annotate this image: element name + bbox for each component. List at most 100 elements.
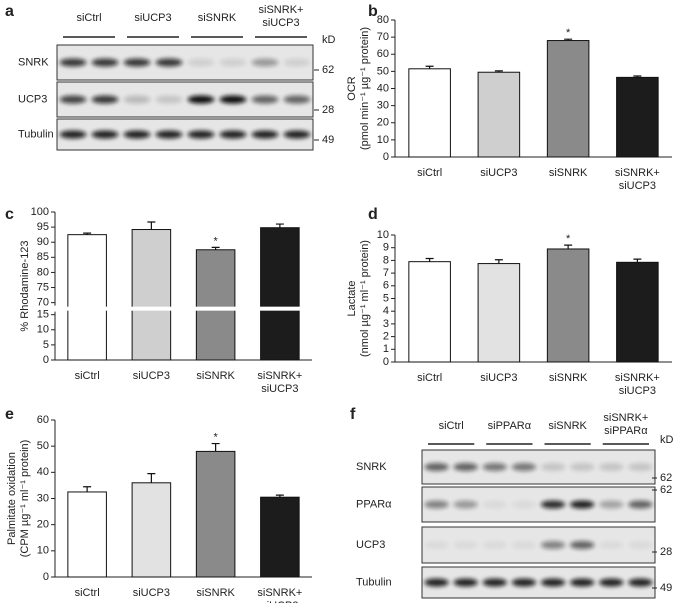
size-unit: kD xyxy=(322,34,336,46)
y-tick-label: 30 xyxy=(37,492,49,504)
panel-letter: b xyxy=(368,3,378,20)
bar xyxy=(67,234,107,361)
lane-group-label: siSNRK+ siPPARα xyxy=(603,412,649,437)
blot-band xyxy=(155,130,183,139)
size-marker: 28 xyxy=(660,546,672,558)
y-tick-label: 6 xyxy=(383,280,389,292)
y-axis-label: (CPM µg⁻¹ ml⁻¹ protein) xyxy=(19,440,31,558)
y-tick-label: 60 xyxy=(377,48,389,60)
y-axis-label: OCR xyxy=(346,76,358,101)
blot-band xyxy=(59,130,87,139)
x-tick-label: siUCP3 xyxy=(480,372,518,384)
x-tick-label: siSNRK xyxy=(548,372,588,384)
blot-band xyxy=(123,95,151,104)
error-bar xyxy=(633,75,642,78)
blot-band xyxy=(628,578,653,587)
y-tick-label: 0 xyxy=(43,571,49,583)
y-tick-label: 0 xyxy=(383,356,389,368)
bar xyxy=(408,68,451,158)
y-tick-label: 40 xyxy=(37,466,49,478)
blot-band xyxy=(453,578,478,587)
y-tick-label: 20 xyxy=(377,117,389,129)
panel-letter: d xyxy=(368,206,378,223)
blot-band xyxy=(599,463,624,471)
error-bar xyxy=(147,473,156,483)
error-bar xyxy=(425,65,434,69)
y-tick-label: 0 xyxy=(43,354,49,366)
blot-band xyxy=(511,541,537,549)
x-tick-label: siUCP3 xyxy=(480,167,518,179)
error-bar xyxy=(147,221,156,230)
blot-band xyxy=(540,500,566,509)
blot-band xyxy=(569,500,595,509)
size-marker: 49 xyxy=(322,134,334,146)
error-bar xyxy=(564,38,573,41)
significance-mark: * xyxy=(566,27,571,39)
blot-band xyxy=(155,95,183,104)
error-bar xyxy=(494,70,503,73)
y-tick-label: 10 xyxy=(377,229,389,241)
blot-row-label: SNRK xyxy=(356,461,387,473)
significance-mark: * xyxy=(566,233,571,245)
y-tick-label: 60 xyxy=(37,414,49,426)
x-tick-label: siUCP3 xyxy=(132,587,171,599)
size-marker: 49 xyxy=(660,582,672,594)
blot-row-label: UCP3 xyxy=(356,539,385,551)
blot-band xyxy=(540,578,566,587)
blot-band xyxy=(251,95,279,104)
blot-band xyxy=(251,130,279,139)
blot-band xyxy=(599,500,624,509)
y-tick-label: 5 xyxy=(43,339,49,351)
blot-band xyxy=(187,95,215,104)
x-tick-label: siSNRK xyxy=(548,167,588,179)
blot-row-label: UCP3 xyxy=(18,93,47,105)
y-tick-label: 100 xyxy=(31,206,49,218)
error-bar xyxy=(211,442,220,452)
lane-group-label: siUCP3 xyxy=(134,12,172,24)
blot-band xyxy=(91,95,119,104)
significance-mark: * xyxy=(213,431,218,443)
blot-band xyxy=(482,463,508,471)
y-tick-label: 15 xyxy=(37,309,49,321)
y-axis-label: Lactate xyxy=(346,280,358,316)
significance-mark: * xyxy=(213,235,218,247)
bar xyxy=(477,263,521,363)
error-bar xyxy=(211,246,220,250)
blot-band xyxy=(187,130,215,139)
y-tick-label: 10 xyxy=(377,134,389,146)
lane-group-label: siSNRK xyxy=(197,12,237,24)
panel-letter: a xyxy=(5,3,14,20)
y-tick-label: 40 xyxy=(377,82,389,94)
error-bar xyxy=(494,259,503,264)
blot-band xyxy=(628,541,653,549)
y-tick-label: 10 xyxy=(37,324,49,336)
y-tick-label: 90 xyxy=(37,236,49,248)
x-tick-label: siCtrl xyxy=(74,370,100,382)
bar xyxy=(546,248,590,363)
bar xyxy=(131,229,172,361)
y-tick-label: 7 xyxy=(383,267,389,279)
error-bar xyxy=(425,257,434,262)
error-bar xyxy=(275,223,284,228)
blot-band xyxy=(599,541,624,549)
blot-band xyxy=(59,95,87,104)
blot-band xyxy=(59,58,87,67)
blot-band xyxy=(599,578,624,587)
x-tick-label: siCtrl xyxy=(417,372,443,384)
size-marker: 62 xyxy=(660,484,672,496)
y-tick-label: 10 xyxy=(37,545,49,557)
blot-band xyxy=(123,130,151,139)
size-marker: 62 xyxy=(660,472,672,484)
x-tick-label: siSNRK+ siUCP3 xyxy=(614,167,660,192)
y-tick-label: 30 xyxy=(377,100,389,112)
error-bar xyxy=(83,486,92,492)
blot-band xyxy=(511,500,537,509)
panel-letter: e xyxy=(5,406,14,423)
y-tick-label: 80 xyxy=(377,14,389,26)
x-tick-label: siCtrl xyxy=(417,167,443,179)
blot-band xyxy=(453,463,478,471)
y-axis-label: % Rhodamine-123 xyxy=(19,240,31,331)
y-tick-label: 1 xyxy=(383,343,389,355)
